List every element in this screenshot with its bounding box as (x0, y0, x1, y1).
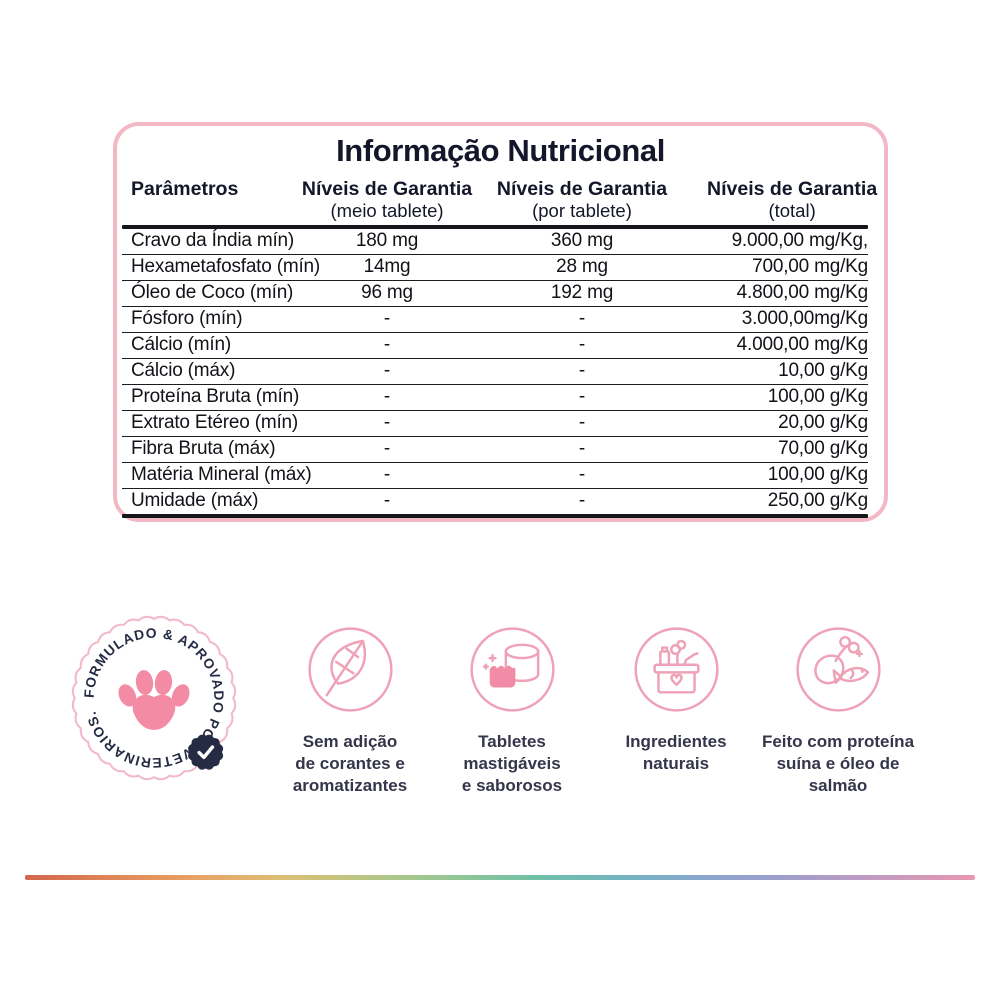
param-value: - (578, 386, 586, 407)
table-row: Fibra Bruta (máx) - - 70,00 g/Kg (122, 437, 868, 463)
feature-protein: Feito com proteína suína e óleo de salmã… (743, 622, 933, 796)
checkmark-icon (197, 745, 215, 760)
param-value: 9.000,00 mg/Kg, (731, 230, 869, 251)
param-value: - (383, 464, 391, 485)
rainbow-divider (25, 875, 975, 880)
leaf-no-additives-icon (307, 627, 393, 712)
param-value: - (578, 334, 586, 355)
param-value: 4.800,00 mg/Kg (736, 282, 869, 303)
chewable-tablets-icon (469, 627, 555, 712)
param-value: - (383, 386, 391, 407)
table-header-row: Parâmetros Níveis de Garantia (meio tabl… (122, 178, 877, 222)
param-name: Fósforo (mín) (131, 308, 243, 329)
table-row: Óleo de Coco (mín) 96 mg 192 mg 4.800,00 mg… (122, 281, 868, 307)
param-name: Cálcio (máx) (131, 360, 236, 381)
column-header-total: Níveis de Garantia (total) (707, 178, 878, 221)
param-name: Cálcio (mín) (131, 334, 232, 355)
param-value: - (578, 438, 586, 459)
drumstick-fish-icon (795, 627, 881, 712)
param-value: 70,00 g/Kg (778, 438, 868, 459)
param-value: 96 mg (361, 282, 413, 303)
table-top-rule (122, 225, 868, 229)
feature-caption: Ingredientes naturais (625, 732, 727, 773)
panel-title: Informação Nutricional (336, 133, 665, 168)
param-value: 180 mg (355, 230, 419, 251)
feature-caption: Feito com proteína suína e óleo de salmã… (761, 732, 915, 795)
paw-icon (118, 670, 190, 730)
table-row: Cravo da Índia mín) 180 mg 360 mg 9.000,00 … (122, 229, 868, 255)
column-header-per-tablet: Níveis de Garantia (por tablete) (496, 178, 668, 221)
column-header-half-tablet: Níveis de Garantia (meio tablete) (301, 178, 473, 221)
param-value: 3.000,00mg/Kg (741, 308, 868, 329)
table-bottom-rule (122, 514, 868, 518)
vet-stamp-graphic: FORMULADO & APROVADO POR VETERINARIOS. (71, 615, 237, 781)
param-name: Fibra Bruta (máx) (131, 438, 276, 459)
param-value: - (578, 412, 586, 433)
param-value: 20,00 g/Kg (778, 412, 868, 433)
param-value: 10,00 g/Kg (778, 360, 868, 381)
param-name: Cravo da Índia mín) (131, 230, 295, 251)
feature-no-additives: Sem adição de corantes e aromatizantes (255, 622, 445, 796)
feature-natural-ingredients: Ingredientes naturais (581, 622, 771, 775)
param-value: 4.000,00 mg/Kg (736, 334, 869, 355)
param-value: 250,00 g/Kg (767, 490, 868, 511)
feature-chewable-tablets: Tabletes mastigáveis e saborosos (417, 622, 607, 796)
param-value: 360 mg (550, 230, 614, 251)
param-value: - (383, 438, 391, 459)
feature-caption: Tabletes mastigáveis e saborosos (461, 732, 563, 795)
param-value: - (383, 308, 391, 329)
table-body: Cravo da Índia mín) 180 mg 360 mg 9.000,00 … (122, 229, 868, 514)
param-name: Proteína Bruta (mín) (131, 386, 300, 407)
param-value: 100,00 g/Kg (767, 386, 868, 407)
nutrition-table: Parâmetros Níveis de Garantia (meio tabl… (117, 178, 884, 518)
check-seal-icon (188, 734, 224, 770)
feature-caption: Sem adição de corantes e aromatizantes (292, 732, 408, 795)
param-value: - (578, 490, 586, 511)
param-value: - (383, 412, 391, 433)
param-name: Umidade (máx) (131, 490, 259, 511)
table-row: Proteína Bruta (mín) - - 100,00 g/Kg (122, 385, 868, 411)
natural-ingredients-box-icon (633, 627, 719, 712)
param-value: 192 mg (550, 282, 614, 303)
param-name: Hexametafosfato (mín) (131, 256, 321, 277)
nutrition-panel: Informação Nutricional Parâmetros Níveis… (113, 122, 888, 522)
param-value: 700,00 mg/Kg (752, 256, 868, 277)
param-value: - (578, 308, 586, 329)
param-value: - (383, 490, 391, 511)
table-row: Extrato Etéreo (mín) - - 20,00 g/Kg (122, 411, 868, 437)
param-value: - (383, 360, 391, 381)
param-value: - (383, 334, 391, 355)
param-name: Extrato Etéreo (mín) (131, 412, 299, 433)
table-row: Fósforo (mín) - - 3.000,00mg/Kg (122, 307, 868, 333)
param-name: Matéria Mineral (máx) (131, 464, 312, 485)
column-header-parameters: Parâmetros (131, 178, 239, 200)
table-row: Hexametafosfato (mín) 14mg 28 mg 700,00 mg/… (122, 255, 868, 281)
param-value: - (578, 360, 586, 381)
table-row: Cálcio (máx) - - 10,00 g/Kg (122, 359, 868, 385)
param-value: 14mg (363, 256, 411, 277)
param-value: 100,00 g/Kg (767, 464, 868, 485)
param-value: - (578, 464, 586, 485)
table-row: Cálcio (mín) - - 4.000,00 mg/Kg (122, 333, 868, 359)
param-name: Óleo de Coco (mín) (131, 282, 294, 303)
table-row: Matéria Mineral (máx) - - 100,00 g/Kg (122, 463, 868, 489)
param-value: 28 mg (556, 256, 608, 277)
table-row: Umidade (máx) - - 250,00 g/Kg (122, 489, 868, 514)
vet-approved-stamp: FORMULADO & APROVADO POR VETERINARIOS. (68, 612, 240, 788)
